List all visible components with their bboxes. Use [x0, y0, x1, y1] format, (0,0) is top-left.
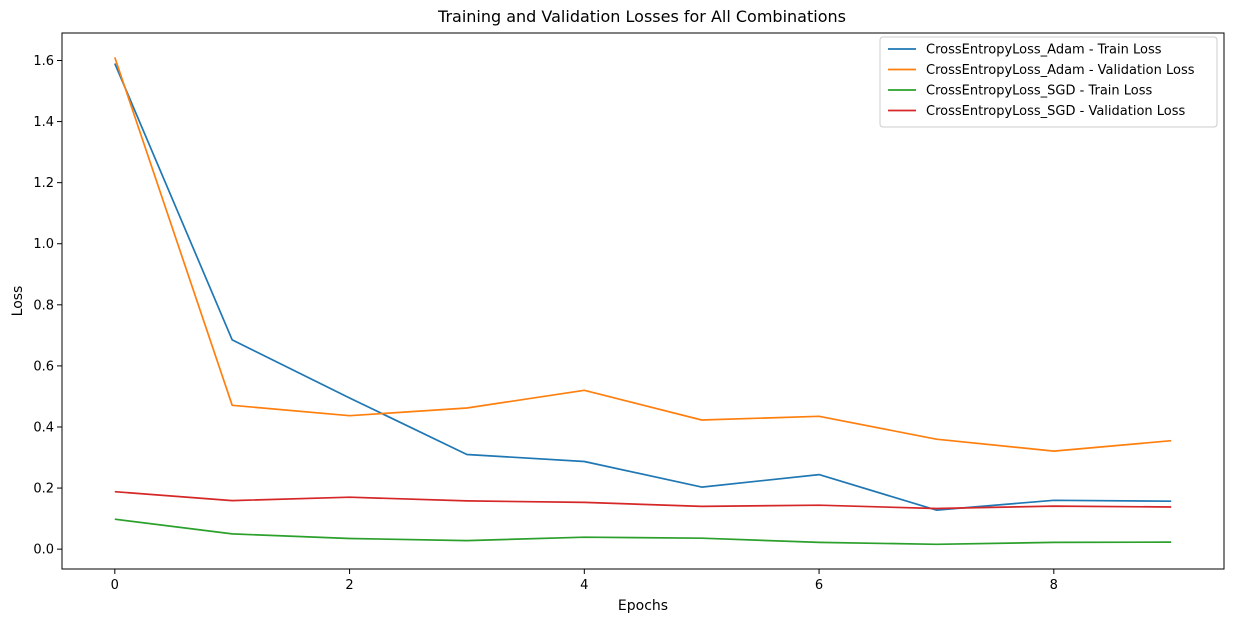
- y-tick-label: 1.6: [33, 54, 54, 69]
- y-tick-label: 1.2: [33, 176, 54, 191]
- x-tick-label: 6: [815, 578, 823, 593]
- y-tick-label: 0.8: [33, 298, 54, 313]
- series-line-1: [114, 63, 1172, 511]
- x-axis-label: Epochs: [618, 598, 668, 614]
- series-line-4: [114, 490, 1172, 510]
- legend-label: CrossEntropyLoss_SGD - Validation Loss: [926, 104, 1186, 119]
- y-axis-label: Loss: [10, 286, 26, 317]
- y-tick-label: 0.2: [33, 482, 54, 497]
- y-axis: 0.0 0.2 0.4 0.6 0.8 1.0 1.2 1.4 1.6: [33, 54, 62, 558]
- y-tick-label: 1.0: [33, 237, 54, 252]
- x-tick-label: 4: [580, 578, 588, 593]
- legend-label: CrossEntropyLoss_SGD - Train Loss: [926, 84, 1153, 99]
- chart-title: Training and Validation Losses for All C…: [437, 7, 846, 26]
- legend-label: CrossEntropyLoss_Adam - Validation Loss: [926, 63, 1195, 78]
- axes-frame: [61, 32, 1225, 570]
- series-line-3: [114, 518, 1172, 546]
- x-tick-label: 0: [111, 578, 119, 593]
- y-tick-label: 0.4: [33, 420, 54, 435]
- legend: CrossEntropyLoss_Adam - Train Loss CrossE…: [879, 36, 1218, 128]
- y-tick-label: 0.0: [33, 543, 54, 558]
- y-tick-label: 1.4: [33, 115, 54, 130]
- x-tick-label: 2: [345, 578, 353, 593]
- y-tick-label: 0.6: [33, 359, 54, 374]
- series-line-2: [113, 57, 1172, 452]
- legend-items: CrossEntropyLoss_Adam - Train Loss CrossE…: [888, 43, 1195, 119]
- x-axis: 0 2 4 6 8: [111, 569, 1058, 593]
- legend-label: CrossEntropyLoss_Adam - Train Loss: [926, 43, 1162, 58]
- x-tick-label: 8: [1050, 578, 1058, 593]
- legend-box: [879, 36, 1218, 128]
- plot-area: 0 2 4 6 8 0.0 0.2 0.4 0.6 0.8 1.0 1.2 1.4 1.6: [33, 32, 1225, 593]
- series-lines: [113, 57, 1172, 546]
